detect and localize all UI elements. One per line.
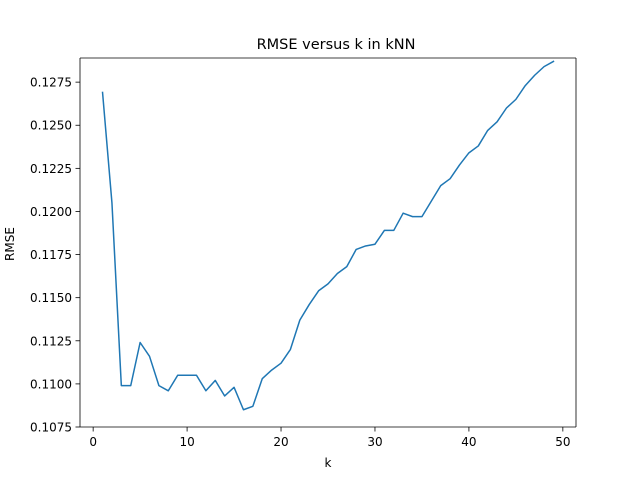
series-line-0 [101, 60, 555, 411]
y-tick-label: 0.1250 [30, 119, 72, 133]
y-tick-label: 0.1150 [30, 291, 72, 305]
y-tick-label: 0.1200 [30, 205, 72, 219]
plot-area: 0 10 20 30 40 50 0.1075 0.1100 0.1125 0.1150 0.117… [30, 57, 577, 449]
x-tick-label: 50 [555, 435, 570, 449]
x-tick-label: 30 [367, 435, 382, 449]
y-tick-label: 0.1075 [30, 421, 72, 435]
y-tick-label: 0.1100 [30, 377, 72, 391]
chart-title: RMSE versus k in kNN [257, 37, 416, 53]
x-tick-label: 10 [179, 435, 194, 449]
x-axis-label: k [325, 456, 332, 470]
y-tick-label: 0.1175 [30, 248, 72, 262]
x-tick-label: 0 [89, 435, 97, 449]
y-tick-label: 0.1225 [30, 162, 72, 176]
x-tick-label: 40 [461, 435, 476, 449]
y-tick-label: 0.1125 [30, 334, 72, 348]
x-tick-label: 20 [273, 435, 288, 449]
y-tick-label: 0.1275 [30, 76, 72, 90]
y-axis-label: RMSE [3, 227, 17, 261]
